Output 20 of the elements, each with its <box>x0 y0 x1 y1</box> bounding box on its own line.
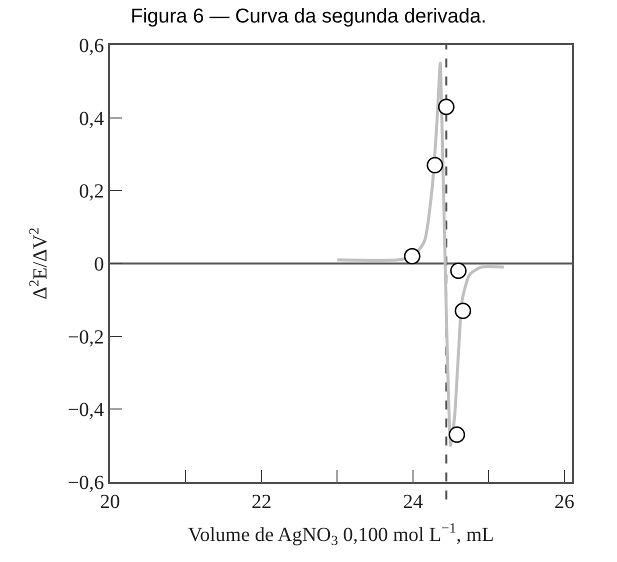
point <box>404 248 420 264</box>
x-tick-label: 20 <box>100 491 120 513</box>
y-tick-label: 0,6 <box>79 35 104 57</box>
y-tick-label: 0,2 <box>79 180 104 203</box>
y-tick-label: 0 <box>94 254 104 276</box>
point <box>454 302 472 320</box>
chart-title: Figura 6 — Curva da segunda derivada. <box>130 5 486 28</box>
x-tick-label: 22 <box>251 491 272 513</box>
y-tick-label: −0,6 <box>68 472 104 494</box>
x-tick-label: 26 <box>554 491 574 513</box>
y-tick-label: 0,4 <box>79 108 104 130</box>
y-tick-label: −0,4 <box>68 399 104 422</box>
point <box>438 98 455 116</box>
point <box>448 426 466 443</box>
x-axis-title: Volume de AgNO$_{3}$ 0,100 mol L$^{−1}$, mL <box>188 522 494 550</box>
x-tick-label: 24 <box>402 491 423 513</box>
point <box>450 262 467 280</box>
y-tick-label: −0,2 <box>68 326 104 348</box>
point <box>426 156 444 174</box>
line-series <box>336 62 506 448</box>
